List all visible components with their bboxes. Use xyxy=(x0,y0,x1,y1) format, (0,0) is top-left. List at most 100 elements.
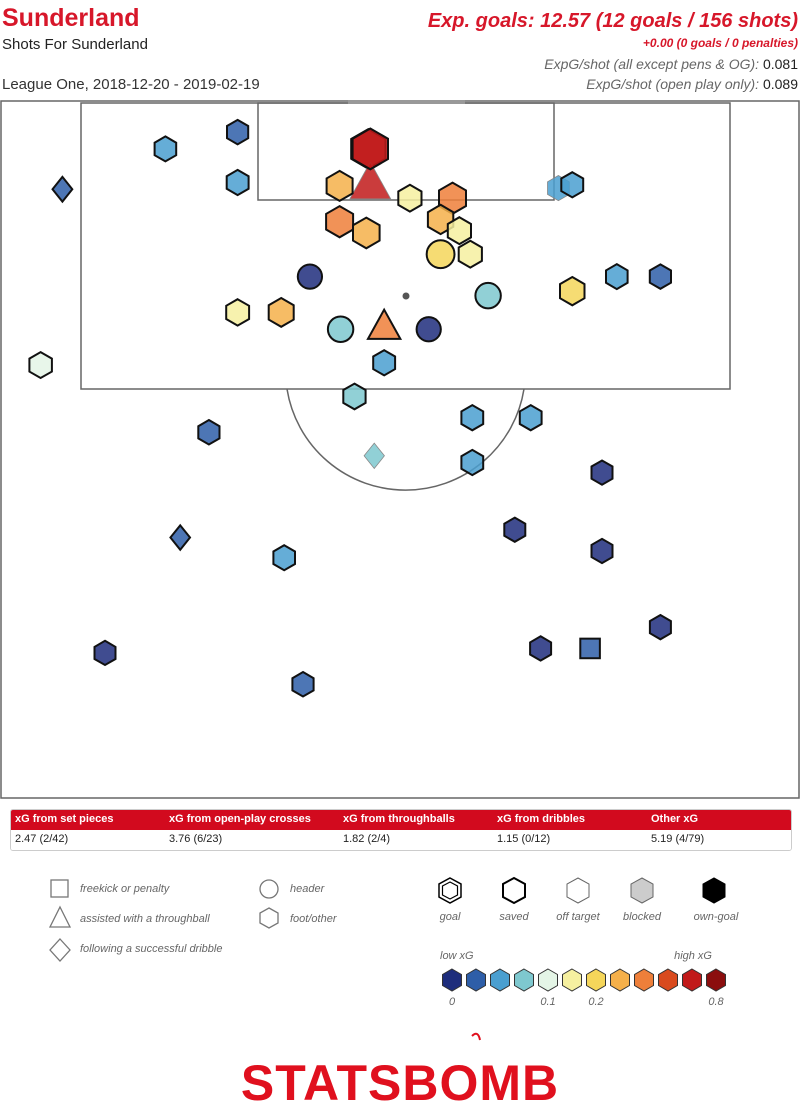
shot-marker-44 xyxy=(363,442,385,470)
legend-saved: saved xyxy=(499,911,529,923)
legend-goal: goal xyxy=(440,911,461,923)
expg-per-shot-all-value: 0.081 xyxy=(762,56,798,72)
shot-marker-12 xyxy=(560,171,585,199)
scale-swatch-1 xyxy=(466,968,486,992)
penalty-arc xyxy=(286,388,525,491)
shot-marker-28 xyxy=(460,448,485,477)
expg-per-shot-all-label: ExpG/shot (all except pens & OG): xyxy=(544,56,760,72)
triangle-icon xyxy=(48,905,72,928)
statsbomb-logo: STATSBOMB xyxy=(241,1032,559,1110)
shot-marker-21 xyxy=(415,316,442,343)
shot-marker-22 xyxy=(372,349,397,377)
xg-value-throughballs: 1.82 (2/4) xyxy=(343,833,391,845)
legend-dribble: following a successful dribble xyxy=(80,943,222,955)
legend: freekick or penalty assisted with a thro… xyxy=(48,876,739,1008)
scale-swatch-8 xyxy=(634,968,654,992)
shot-marker-24 xyxy=(296,263,324,290)
logo-wordmark: STATSBOMB xyxy=(241,1055,559,1110)
scale-swatch-3 xyxy=(514,968,534,992)
shots-layer xyxy=(28,118,672,698)
shot-marker-7 xyxy=(352,216,381,250)
xg-color-scale xyxy=(442,968,726,992)
penalty-summary: +0.00 (0 goals / 0 penalties) xyxy=(642,36,798,50)
scale-swatch-7 xyxy=(610,968,630,992)
shot-marker-14 xyxy=(605,262,629,291)
scale-swatch-9 xyxy=(658,968,678,992)
xg-header-dribbles: xG from dribbles xyxy=(497,813,586,825)
legend-freekick: freekick or penalty xyxy=(80,883,171,895)
league-dates: League One, 2018-12-20 - 2019-02-19 xyxy=(2,76,260,93)
shot-marker-45 xyxy=(579,637,601,660)
saved-outcome-icon xyxy=(502,876,526,905)
scale-swatch-0 xyxy=(442,968,462,992)
shot-marker-40 xyxy=(648,613,672,641)
scale-tick-0-8: 0.8 xyxy=(708,996,724,1008)
scale-tick-0: 0 xyxy=(449,996,456,1008)
shot-marker-23 xyxy=(342,382,367,411)
own-goal-outcome-icon xyxy=(702,877,726,904)
scale-swatch-10 xyxy=(682,968,702,992)
chart-subtitle: Shots For Sunderland xyxy=(2,36,148,53)
shot-marker-36 xyxy=(169,523,192,552)
shot-marker-27 xyxy=(518,403,543,432)
shot-marker-16 xyxy=(226,118,250,146)
scale-tick-0-2: 0.2 xyxy=(588,996,603,1008)
legend-throughball: assisted with a throughball xyxy=(80,913,210,925)
legend-low-xg: low xG xyxy=(440,950,474,962)
shot-marker-42 xyxy=(529,635,553,662)
shot-marker-37 xyxy=(351,127,389,171)
shape-legend xyxy=(48,879,279,962)
scale-swatch-11 xyxy=(706,968,726,992)
penalty-area xyxy=(80,102,731,390)
pitch-lines xyxy=(0,100,800,799)
legend-header: header xyxy=(290,883,326,895)
shot-marker-18 xyxy=(225,298,251,327)
team-title: Sunderland xyxy=(2,4,140,32)
expg-per-shot-all: ExpG/shot (all except pens & OG): 0.081 xyxy=(544,56,798,72)
diamond-icon xyxy=(49,938,71,962)
shot-marker-20 xyxy=(326,315,355,343)
shot-marker-2 xyxy=(325,169,354,203)
shot-marker-34 xyxy=(503,516,527,543)
shot-marker-8 xyxy=(446,216,472,246)
xg-value-crosses: 3.76 (6/23) xyxy=(169,833,223,845)
shot-marker-1 xyxy=(349,161,392,200)
scale-swatch-5 xyxy=(562,968,582,992)
expg-per-shot-open-value: 0.089 xyxy=(762,76,798,92)
shot-marker-31 xyxy=(28,350,53,380)
six-yard-box xyxy=(257,102,555,201)
shot-marker-29 xyxy=(197,418,221,446)
shot-marker-26 xyxy=(460,403,485,432)
shot-marker-17 xyxy=(267,296,295,328)
xg-header-crosses: xG from open-play crosses xyxy=(169,813,311,825)
legend-foot: foot/other xyxy=(290,913,338,925)
legend-off-target: off target xyxy=(556,911,600,923)
shot-marker-25 xyxy=(474,281,502,310)
square-icon xyxy=(50,879,69,898)
expg-per-shot-open: ExpG/shot (open play only): 0.089 xyxy=(586,76,798,92)
shot-marker-43 xyxy=(291,670,315,698)
xg-header-throughballs: xG from throughballs xyxy=(343,813,455,825)
xg-value-other: 5.19 (4/79) xyxy=(651,833,705,845)
xg-breakdown-table: xG from set pieces xG from open-play cro… xyxy=(10,809,792,851)
outcome-legend xyxy=(438,876,726,905)
shot-marker-32 xyxy=(590,459,614,486)
legend-blocked: blocked xyxy=(623,911,662,923)
shot-marker-19 xyxy=(366,307,403,340)
shot-marker-9 xyxy=(457,239,483,269)
penalty-spot xyxy=(402,292,410,300)
xg-value-set-pieces: 2.47 (2/42) xyxy=(15,833,69,845)
goal-outcome-icon xyxy=(438,877,462,904)
circle-icon xyxy=(259,879,279,899)
xg-table-values: 2.47 (2/42) 3.76 (6/23) 1.82 (2/4) 1.15 … xyxy=(11,830,791,850)
shot-marker-3 xyxy=(397,183,423,213)
xg-value-dribbles: 1.15 (0/12) xyxy=(497,833,551,845)
shot-marker-38 xyxy=(153,135,178,163)
xg-header-other: Other xG xyxy=(651,813,699,825)
off-target-outcome-icon xyxy=(566,877,590,904)
blocked-outcome-icon xyxy=(630,877,654,904)
shot-map xyxy=(0,100,800,799)
shot-marker-39 xyxy=(225,168,250,197)
shot-marker-35 xyxy=(93,639,117,667)
legend-own-goal: own-goal xyxy=(694,911,739,923)
